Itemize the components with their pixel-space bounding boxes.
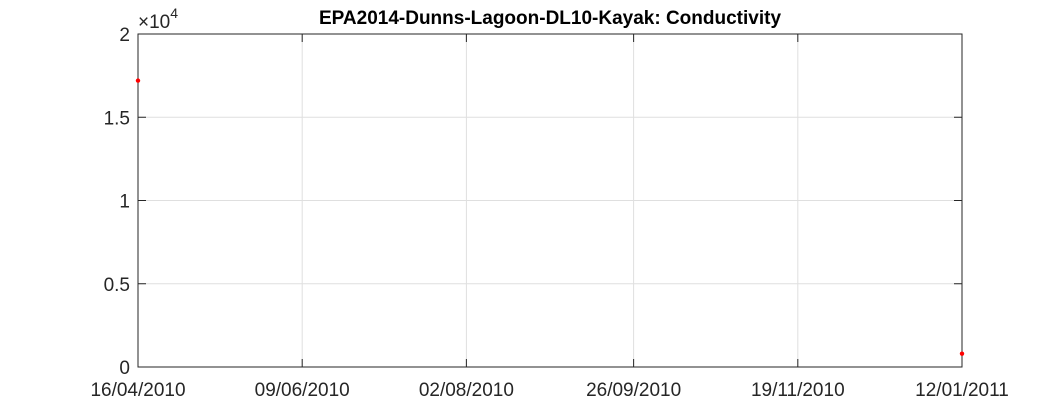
x-tick-label: 09/06/2010 [255, 380, 350, 401]
x-tick-label: 16/04/2010 [90, 380, 185, 401]
x-tick-label: 26/09/2010 [586, 380, 681, 401]
chart-title: EPA2014-Dunns-Lagoon-DL10-Kayak: Conduct… [319, 8, 781, 29]
y-tick-label: 0.5 [104, 275, 130, 296]
x-axis: 16/04/2010 09/06/2010 02/08/2010 26/09/2010… [90, 34, 1009, 401]
y-tick-label: 1 [119, 192, 130, 213]
x-tick-label: 12/01/2011 [915, 380, 1009, 401]
data-point [959, 351, 965, 356]
y-tick-label: 2 [119, 25, 130, 46]
grid [138, 34, 962, 367]
y-multiplier: ×104 [138, 5, 178, 33]
y-tick-label: 1.5 [104, 108, 130, 129]
data-point [135, 78, 141, 83]
y-tick-label: 0 [119, 358, 130, 379]
y-axis: 0 0.5 1 1.5 2 [104, 25, 962, 379]
x-tick-label: 19/11/2010 [751, 380, 845, 401]
x-tick-label: 02/08/2010 [419, 380, 514, 401]
data-series [135, 78, 965, 356]
